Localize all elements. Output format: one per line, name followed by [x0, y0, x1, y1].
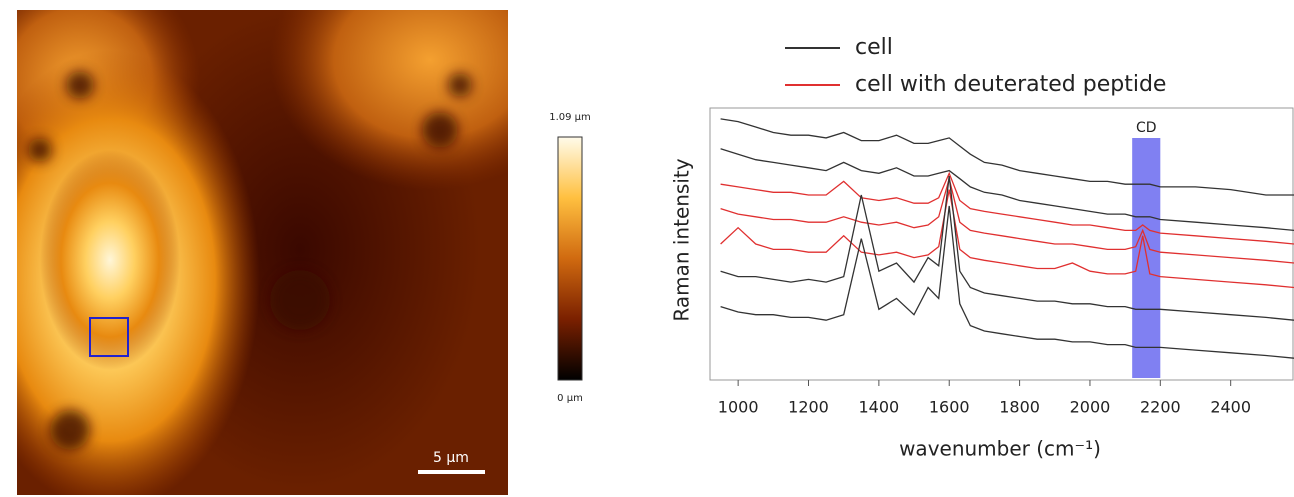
- x-tick-label: 1200: [788, 398, 829, 417]
- colorbar-min-label: 0 µm: [557, 393, 583, 404]
- highlight-label: CD: [1136, 120, 1157, 136]
- colorbar-max-label: 1.09 µm: [549, 112, 591, 123]
- spectrum-line: [720, 189, 1294, 289]
- x-tick-label: 2400: [1210, 398, 1251, 417]
- colorbar: [557, 136, 583, 381]
- y-axis-label: Raman intensity: [670, 158, 694, 321]
- x-tick-label: 1600: [929, 398, 970, 417]
- x-tick-label: 2000: [1070, 398, 1111, 417]
- x-tick-label: 1000: [718, 398, 759, 417]
- spectrum-line: [720, 148, 1294, 232]
- spectrum-line: [720, 176, 1294, 264]
- scale-bar-label: 5 µm: [433, 450, 469, 466]
- legend-label: cell: [855, 35, 893, 60]
- x-axis-label: wavenumber (cm⁻¹): [899, 437, 1101, 461]
- spectrum-line: [720, 118, 1294, 196]
- x-tick-label: 2200: [1140, 398, 1181, 417]
- spectrum-line: [720, 205, 1294, 359]
- afm-image: 5 µm: [17, 10, 508, 495]
- legend-label: cell with deuterated peptide: [855, 72, 1166, 97]
- x-tick-label: 1400: [859, 398, 900, 417]
- plot-frame: [709, 107, 1294, 381]
- spectrum-line: [720, 171, 1294, 245]
- x-tick-label: 1800: [999, 398, 1040, 417]
- spectrum-line: [720, 175, 1294, 321]
